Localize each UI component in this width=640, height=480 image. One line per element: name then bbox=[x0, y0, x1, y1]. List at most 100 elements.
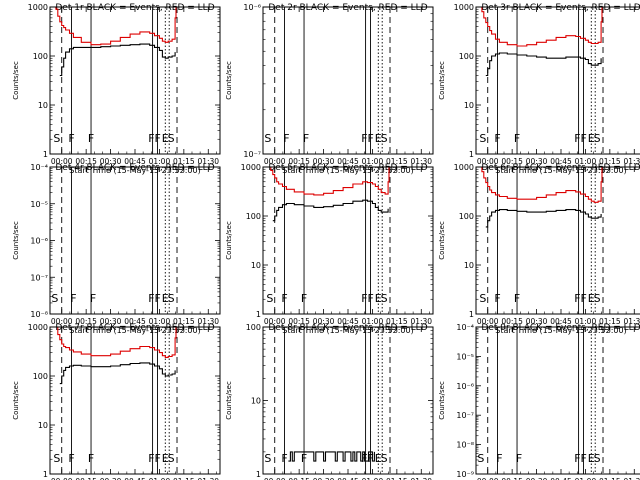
x-tick-label: 00:00 bbox=[264, 317, 286, 326]
events-series-line bbox=[59, 362, 176, 385]
event-marker-label: FF bbox=[361, 292, 374, 305]
event-marker-label: F bbox=[516, 452, 522, 465]
y-tick-label: 10⁻⁶ bbox=[456, 382, 474, 391]
event-marker-label: S bbox=[264, 452, 271, 465]
x-tick-label: 01:00 bbox=[575, 477, 597, 480]
x-tick-label: 00:00 bbox=[477, 157, 499, 166]
panel-det-6: Det 6r BLACK = Events, RED = LLDCounts/s… bbox=[438, 163, 640, 335]
event-marker-label: E bbox=[162, 452, 169, 465]
x-tick-label: 00:45 bbox=[124, 317, 146, 326]
series-group bbox=[481, 7, 603, 77]
x-tick-label: 01:00 bbox=[362, 317, 384, 326]
x-tick-label: 00:45 bbox=[124, 157, 146, 166]
y-axis-title: Counts/sec bbox=[225, 61, 233, 100]
plot-frame bbox=[475, 326, 640, 475]
y-tick-label: 10⁻⁶ bbox=[30, 237, 48, 246]
x-tick-label: 00:15 bbox=[288, 477, 310, 480]
event-marker-label: S bbox=[479, 292, 486, 305]
event-marker-label: S bbox=[594, 452, 601, 465]
x-tick-label: 01:00 bbox=[149, 157, 171, 166]
x-tick-label: 00:45 bbox=[550, 477, 572, 480]
y-tick-label: 1000 bbox=[28, 323, 48, 332]
event-marker-label: E bbox=[162, 132, 169, 145]
event-marker-label: FF bbox=[574, 132, 587, 145]
panel-det-5: Det 5r BLACK = Events, RED = LLDCounts/s… bbox=[225, 163, 434, 335]
plot-frame bbox=[475, 166, 640, 315]
y-axis-title: Counts/sec bbox=[438, 61, 446, 100]
event-marker-label: S bbox=[168, 452, 175, 465]
event-markers bbox=[61, 327, 178, 474]
x-tick-label: 00:45 bbox=[550, 157, 572, 166]
y-tick-label: 10⁻⁷ bbox=[456, 411, 474, 420]
event-markers bbox=[487, 7, 604, 154]
x-tick-label: 00:00 bbox=[51, 477, 73, 480]
x-tick-label: 00:30 bbox=[313, 477, 335, 480]
x-tick-label: 01:15 bbox=[173, 477, 195, 480]
plot-frame bbox=[49, 326, 221, 475]
event-marker-label: F bbox=[70, 292, 76, 305]
y-tick-label: 10 bbox=[251, 397, 261, 406]
x-tick-label: 00:15 bbox=[288, 317, 310, 326]
plot-frame bbox=[262, 6, 434, 155]
event-marker-label: F bbox=[301, 292, 307, 305]
y-tick-label: 1000 bbox=[28, 3, 48, 12]
series-group bbox=[288, 451, 375, 462]
events-series-line bbox=[59, 43, 176, 77]
event-marker-label: F bbox=[301, 452, 307, 465]
panel-det-1: Det 1r BLACK = Events, RED = LLDCounts/s… bbox=[12, 3, 221, 175]
event-marker-label: S bbox=[594, 292, 601, 305]
event-marker-label: F bbox=[496, 452, 502, 465]
series-group bbox=[55, 7, 177, 77]
x-tick-label: 01:30 bbox=[410, 317, 432, 326]
plot-frame bbox=[49, 166, 221, 315]
event-marker-label: S bbox=[51, 292, 58, 305]
x-tick-label: 00:45 bbox=[550, 317, 572, 326]
panel-det-4: Det 4r BLACK = Events, RED = LLDCounts/s… bbox=[12, 163, 221, 335]
event-marker-label: S bbox=[594, 132, 601, 145]
y-tick-label: 100 bbox=[246, 212, 261, 221]
y-tick-label: 1000 bbox=[454, 3, 474, 12]
lld-series-line bbox=[481, 7, 603, 47]
x-tick-label: 01:15 bbox=[386, 477, 408, 480]
event-marker-label: S bbox=[168, 292, 175, 305]
x-tick-label: 00:15 bbox=[75, 317, 97, 326]
x-tick-label: 00:30 bbox=[100, 157, 122, 166]
x-tick-label: 01:30 bbox=[623, 317, 640, 326]
x-tick-label: 01:15 bbox=[173, 317, 195, 326]
series-group bbox=[481, 167, 603, 228]
event-markers bbox=[487, 327, 604, 474]
lld-series-line bbox=[268, 167, 390, 196]
x-tick-label: 01:30 bbox=[623, 157, 640, 166]
y-tick-label: 100 bbox=[246, 323, 261, 332]
x-tick-label: 01:30 bbox=[623, 477, 640, 480]
event-marker-label: F bbox=[303, 132, 309, 145]
x-tick-label: 00:30 bbox=[100, 317, 122, 326]
event-marker-label: FF bbox=[574, 292, 587, 305]
events-series-line bbox=[272, 199, 389, 222]
event-marker-label: S bbox=[479, 132, 486, 145]
x-tick-label: 00:00 bbox=[477, 317, 499, 326]
x-tick-label: 01:15 bbox=[599, 157, 621, 166]
event-marker-label: F bbox=[90, 292, 96, 305]
event-marker-label: E bbox=[588, 452, 595, 465]
x-tick-label: 00:15 bbox=[501, 317, 523, 326]
x-tick-label: 00:15 bbox=[501, 477, 523, 480]
y-tick-label: 10⁻⁵ bbox=[30, 200, 48, 209]
x-tick-label: 00:30 bbox=[526, 157, 548, 166]
x-tick-label: 00:15 bbox=[288, 157, 310, 166]
event-marker-label: FF bbox=[148, 452, 161, 465]
panel-det-3: Det 3r BLACK = Events, RED = LLDCounts/s… bbox=[438, 3, 640, 175]
y-axis-title: Counts/sec bbox=[12, 381, 20, 420]
x-tick-label: 00:30 bbox=[313, 317, 335, 326]
y-tick-label: 100 bbox=[459, 52, 474, 61]
y-tick-label: 10 bbox=[38, 101, 48, 110]
y-tick-label: 10⁻⁷ bbox=[30, 273, 48, 282]
y-tick-label: 100 bbox=[33, 372, 48, 381]
event-marker-label: S bbox=[477, 452, 484, 465]
x-tick-label: 01:30 bbox=[197, 157, 219, 166]
lld-series-line bbox=[481, 167, 603, 203]
x-tick-label: 00:15 bbox=[75, 477, 97, 480]
x-tick-label: 00:30 bbox=[100, 477, 122, 480]
lld-series-line bbox=[55, 7, 177, 46]
